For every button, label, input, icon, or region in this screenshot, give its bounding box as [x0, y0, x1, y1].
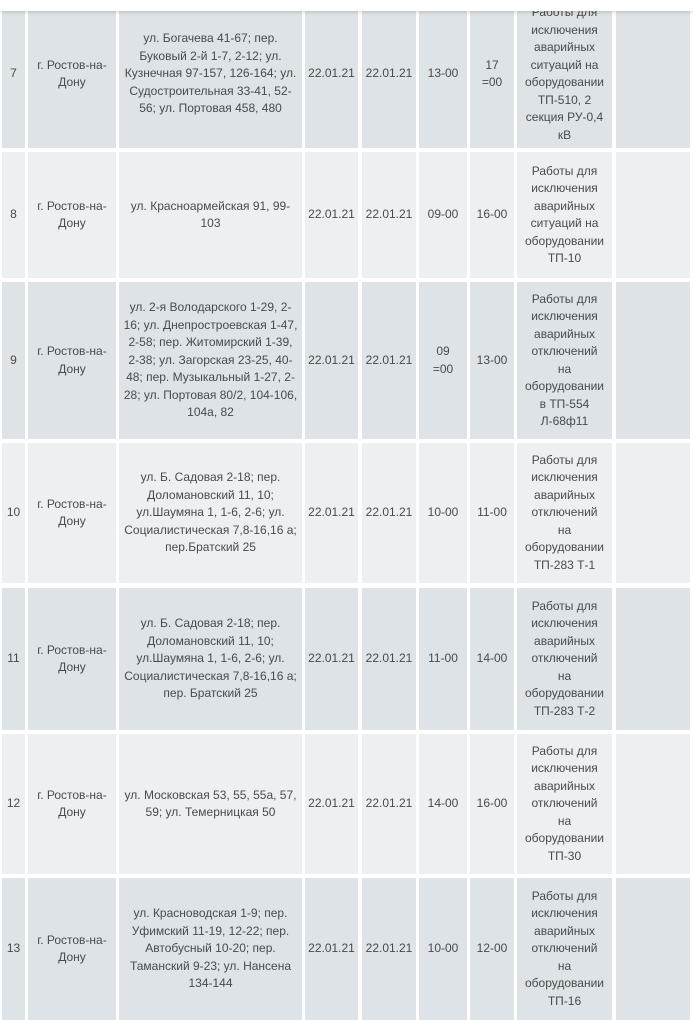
address-cell: ул. 2-я Володарского 1-29, 2-16; ул. Дне… [119, 282, 302, 439]
reason-cell: Работы для исключения аварийных ситуаций… [517, 0, 612, 148]
table-row: 12 г. Ростов-на- Дону ул. Московская 53,… [0, 734, 693, 874]
start-time-cell: 13-00 [419, 0, 467, 148]
table-row: 13 г. Ростов-на- Дону ул. Красноводская … [0, 878, 693, 1020]
end-time-cell: 16-00 [470, 152, 514, 278]
table-row: 11 г. Ростов-на- Дону ул. Б. Садовая 2-1… [0, 588, 693, 730]
empty-cell [616, 282, 690, 439]
row-number: 12 [2, 734, 25, 874]
page-top-bar [0, 0, 693, 11]
start-time-cell: 11-00 [419, 588, 467, 730]
row-number: 11 [2, 588, 25, 730]
end-time-cell: 17 =00 [470, 0, 514, 148]
address-cell: ул. Московская 53, 55, 55а, 57, 59; ул. … [119, 734, 302, 874]
city-cell: г. Ростов-на- Дону [28, 282, 116, 439]
row-number: 8 [2, 152, 25, 278]
address-cell: ул. Б. Садовая 2-18; пер. Доломановский … [119, 588, 302, 730]
row-number: 10 [2, 443, 25, 583]
city-cell: г. Ростов-на- Дону [28, 443, 116, 583]
reason-cell: Работы для исключения аварийных отключен… [517, 443, 612, 583]
start-date-cell: 22.01.21 [305, 588, 358, 730]
city-cell: г. Ростов-на- Дону [28, 0, 116, 148]
address-cell: ул. Богачева 41-67; пер. Буковый 2-й 1-7… [119, 0, 302, 148]
city-cell: г. Ростов-на- Дону [28, 588, 116, 730]
reason-cell: Работы для исключения аварийных ситуаций… [517, 152, 612, 278]
city-cell: г. Ростов-на- Дону [28, 878, 116, 1020]
table-row: 8 г. Ростов-на- Дону ул. Красноармейская… [0, 152, 693, 278]
start-date-cell: 22.01.21 [305, 734, 358, 874]
empty-cell [616, 588, 690, 730]
table-row: 10 г. Ростов-на- Дону ул. Б. Садовая 2-1… [0, 443, 693, 583]
address-cell: ул. Б. Садовая 2-18; пер. Доломановский … [119, 443, 302, 583]
end-time-cell: 16-00 [470, 734, 514, 874]
start-time-cell: 14-00 [419, 734, 467, 874]
address-cell: ул. Красноармейская 91, 99-103 [119, 152, 302, 278]
end-date-cell: 22.01.21 [362, 152, 416, 278]
start-date-cell: 22.01.21 [305, 878, 358, 1020]
end-time-cell: 14-00 [470, 588, 514, 730]
empty-cell [616, 878, 690, 1020]
reason-cell: Работы для исключения аварийных отключен… [517, 734, 612, 874]
end-time-cell: 12-00 [470, 878, 514, 1020]
start-date-cell: 22.01.21 [305, 443, 358, 583]
empty-cell [616, 734, 690, 874]
empty-cell [616, 152, 690, 278]
end-date-cell: 22.01.21 [362, 282, 416, 439]
end-time-cell: 11-00 [470, 443, 514, 583]
start-date-cell: 22.01.21 [305, 152, 358, 278]
reason-cell: Работы для исключения аварийных отключен… [517, 588, 612, 730]
end-date-cell: 22.01.21 [362, 734, 416, 874]
empty-cell [616, 443, 690, 583]
start-time-cell: 09 =00 [419, 282, 467, 439]
start-time-cell: 10-00 [419, 878, 467, 1020]
end-date-cell: 22.01.21 [362, 878, 416, 1020]
table-row: 7 г. Ростов-на- Дону ул. Богачева 41-67;… [0, 0, 693, 148]
end-date-cell: 22.01.21 [362, 0, 416, 148]
row-number: 13 [2, 878, 25, 1020]
empty-cell [616, 0, 690, 148]
reason-cell: Работы для исключения аварийных отключен… [517, 878, 612, 1020]
start-date-cell: 22.01.21 [305, 282, 358, 439]
end-time-cell: 13-00 [470, 282, 514, 439]
city-cell: г. Ростов-на- Дону [28, 152, 116, 278]
start-date-cell: 22.01.21 [305, 0, 358, 148]
table-row: 9 г. Ростов-на- Дону ул. 2-я Володарског… [0, 282, 693, 439]
city-cell: г. Ростов-на- Дону [28, 734, 116, 874]
row-number: 7 [2, 0, 25, 148]
end-date-cell: 22.01.21 [362, 588, 416, 730]
start-time-cell: 09-00 [419, 152, 467, 278]
end-date-cell: 22.01.21 [362, 443, 416, 583]
reason-cell: Работы для исключения аварийных отключен… [517, 282, 612, 439]
start-time-cell: 10-00 [419, 443, 467, 583]
row-number: 9 [2, 282, 25, 439]
address-cell: ул. Красноводская 1-9; пер. Уфимский 11-… [119, 878, 302, 1020]
